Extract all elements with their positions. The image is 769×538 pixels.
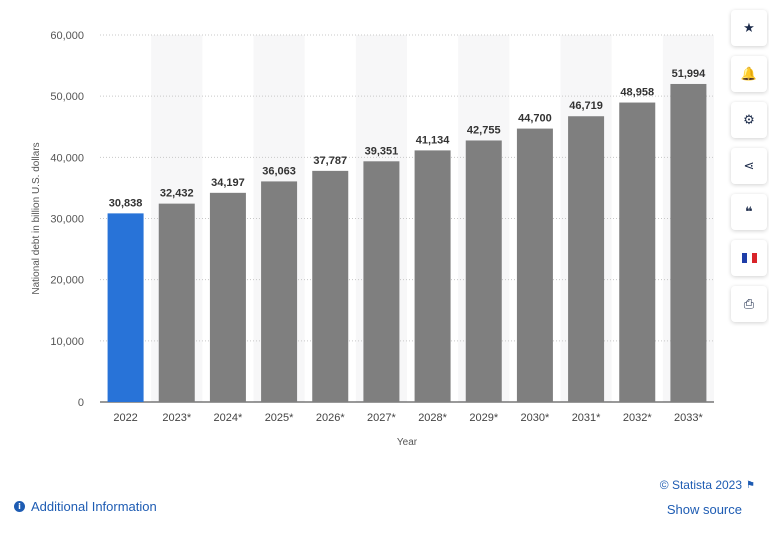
notification-button[interactable]: 🔔 [731,56,767,92]
x-tick-label: 2028* [418,412,447,424]
star-icon: ★ [743,20,755,36]
bar [209,192,246,402]
print-icon: ⎙ [743,296,755,312]
data-label: 39,351 [365,145,399,157]
x-tick-label: 2022 [113,412,137,424]
bar [414,150,451,402]
y-tick-label: 0 [78,397,84,409]
y-tick-label: 40,000 [50,152,84,164]
data-label: 36,063 [262,165,296,177]
credit-label: © Statista 2023 [659,478,743,492]
share-button[interactable]: ⋖ [731,148,767,184]
data-label: 44,700 [518,113,552,125]
data-label: 34,197 [211,177,245,189]
x-tick-label: 2033* [674,412,703,424]
y-tick-label: 50,000 [50,91,84,103]
x-tick-label: 2030* [521,412,550,424]
y-tick-label: 10,000 [50,336,84,348]
info-icon: i [14,501,25,512]
bar [568,116,605,403]
flag-report-icon: ⚑ [746,479,755,491]
y-tick-label: 30,000 [50,214,84,226]
data-label: 48,958 [620,87,654,99]
x-tick-label: 2025* [265,412,294,424]
data-label: 32,432 [160,188,194,200]
data-label: 42,755 [467,124,501,136]
data-label: 37,787 [313,155,347,167]
bar [619,102,656,403]
print-button[interactable]: ⎙ [731,286,767,322]
show-source-link[interactable]: Show source [666,502,742,517]
gear-icon: ⚙ [743,112,755,128]
share-icon: ⋖ [743,158,755,174]
quote-icon: ❝ [745,204,753,220]
flag-icon [741,253,757,263]
cite-button[interactable]: ❝ [731,194,767,230]
y-tick-label: 20,000 [50,275,84,287]
bar-chart: 0 10,000 20,000 30,000 40,000 50,000 60,000 30,… [31,30,714,448]
x-tick-label: 2024* [214,412,243,424]
bell-icon: 🔔 [740,66,758,82]
favorite-button[interactable]: ★ [731,10,767,46]
language-button[interactable] [731,240,767,276]
bar [107,213,144,402]
bar [312,170,349,402]
data-label: 41,134 [416,134,451,146]
bar [516,128,553,402]
settings-button[interactable]: ⚙ [731,102,767,138]
x-tick-label: 2023* [162,412,191,424]
statista-credit[interactable]: © Statista 2023 ⚑ [660,478,755,492]
chart-toolbar: ★ 🔔 ⚙ ⋖ ❝ ⎙ [731,10,769,332]
data-label: 51,994 [672,68,707,80]
x-tick-label: 2032* [623,412,652,424]
bar [465,140,502,402]
y-tick-label: 60,000 [50,30,84,42]
bar [158,203,195,402]
data-label: 30,838 [109,197,143,209]
bar [261,181,298,402]
x-tick-label: 2026* [316,412,345,424]
x-tick-label: 2027* [367,412,396,424]
x-tick-label: 2031* [572,412,601,424]
x-axis-title: Year [397,437,418,448]
data-label: 46,719 [569,100,603,112]
additional-information-label: Additional Information [31,499,157,514]
bar [670,83,707,402]
y-axis-title: National debt in billion U.S. dollars [31,142,42,294]
x-tick-label: 2029* [469,412,498,424]
bar [363,161,400,402]
additional-information-link[interactable]: i Additional Information [14,499,157,514]
